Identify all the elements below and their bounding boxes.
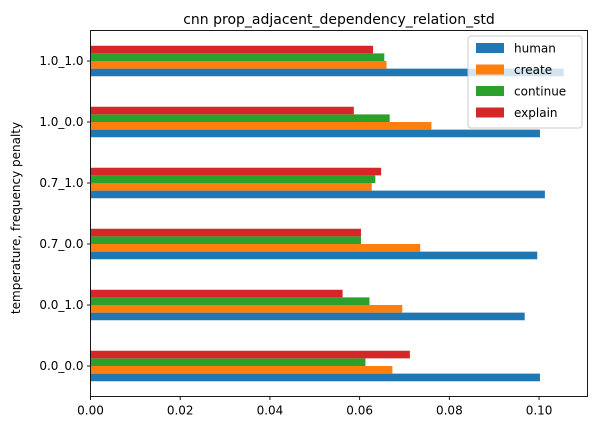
bar-human-1.0_0.0 bbox=[90, 129, 540, 138]
bars-group bbox=[90, 45, 564, 382]
bar-continue-1.0_0.0 bbox=[90, 114, 390, 122]
y-tick-label: 0.7_0.0 bbox=[39, 237, 83, 251]
y-tick-label: 1.0_0.0 bbox=[39, 115, 83, 129]
bar-create-0.7_1.0 bbox=[90, 183, 372, 191]
legend-label-explain: explain bbox=[514, 106, 558, 120]
bar-continue-1.0_1.0 bbox=[90, 53, 385, 61]
legend-swatch-continue bbox=[476, 86, 504, 96]
x-tick-label: 0.04 bbox=[257, 404, 284, 418]
x-tick-label: 0.10 bbox=[526, 404, 553, 418]
bar-continue-0.0_1.0 bbox=[90, 297, 370, 305]
x-ticks-group: 0.00 0.02 0.04 0.06 0.08 0.10 bbox=[77, 396, 553, 418]
legend-label-human: human bbox=[514, 42, 556, 56]
bar-create-1.0_1.0 bbox=[90, 61, 387, 69]
legend-swatch-explain bbox=[476, 107, 504, 118]
bar-human-0.0_0.0 bbox=[90, 373, 540, 382]
plot-frame bbox=[90, 30, 588, 397]
legend: human create continue explain bbox=[467, 35, 583, 129]
bar-explain-0.7_0.0 bbox=[90, 228, 361, 237]
bar-continue-0.0_0.0 bbox=[90, 358, 366, 366]
bar-continue-0.7_1.0 bbox=[90, 175, 376, 183]
bar-create-0.0_0.0 bbox=[90, 366, 393, 374]
y-tick-label: 0.7_1.0 bbox=[39, 176, 83, 190]
legend-label-continue: continue bbox=[514, 85, 566, 99]
bar-human-1.0_1.0 bbox=[90, 68, 564, 77]
bar-human-0.7_0.0 bbox=[90, 251, 538, 260]
legend-label-create: create bbox=[514, 63, 552, 77]
x-tick-label: 0.02 bbox=[167, 404, 194, 418]
x-tick-label: 0.08 bbox=[436, 404, 463, 418]
legend-swatch-human bbox=[476, 43, 504, 53]
x-tick-label: 0.00 bbox=[77, 404, 104, 418]
y-tick-label: 0.0_1.0 bbox=[39, 298, 83, 312]
y-ticks-group: 0.0_0.0 0.0_1.0 0.7_0.0 0.7_1.0 1.0_0.0 1.0_1… bbox=[39, 54, 91, 373]
bar-explain-1.0_1.0 bbox=[90, 45, 374, 54]
legend-box bbox=[467, 35, 583, 129]
bar-explain-0.7_1.0 bbox=[90, 167, 382, 176]
bar-human-0.7_1.0 bbox=[90, 190, 545, 199]
bar-create-1.0_0.0 bbox=[90, 122, 432, 130]
bar-explain-1.0_0.0 bbox=[90, 106, 354, 115]
bar-continue-0.7_0.0 bbox=[90, 236, 361, 244]
bar-create-0.7_0.0 bbox=[90, 244, 421, 252]
bar-explain-0.0_1.0 bbox=[90, 289, 343, 298]
y-tick-label: 0.0_0.0 bbox=[39, 359, 83, 373]
x-tick-label: 0.06 bbox=[346, 404, 373, 418]
bar-human-0.0_1.0 bbox=[90, 312, 525, 321]
bar-explain-0.0_0.0 bbox=[90, 350, 410, 359]
y-tick-label: 1.0_1.0 bbox=[39, 54, 83, 68]
y-axis-label: temperature, frequency penalty bbox=[9, 122, 23, 314]
legend-swatch-create bbox=[476, 64, 504, 75]
bar-create-0.0_1.0 bbox=[90, 305, 403, 313]
chart-title: cnn prop_adjacent_dependency_relation_st… bbox=[183, 12, 495, 28]
